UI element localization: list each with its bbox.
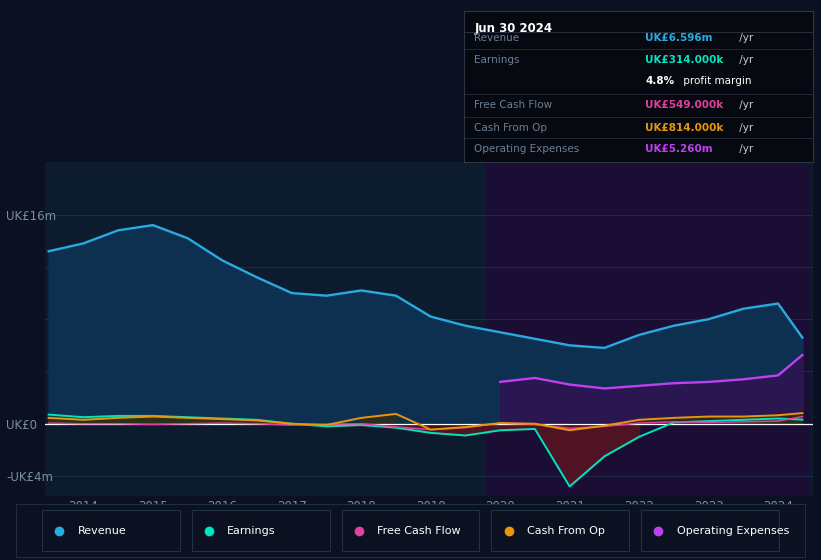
Text: profit margin: profit margin	[680, 76, 752, 86]
Text: Free Cash Flow: Free Cash Flow	[475, 100, 553, 110]
Text: /yr: /yr	[736, 34, 754, 44]
Text: 4.8%: 4.8%	[645, 76, 674, 86]
Text: UK£549.000k: UK£549.000k	[645, 100, 723, 110]
Text: /yr: /yr	[736, 144, 754, 154]
Text: Operating Expenses: Operating Expenses	[677, 526, 789, 535]
Text: Jun 30 2024: Jun 30 2024	[475, 22, 553, 35]
Text: UK£314.000k: UK£314.000k	[645, 54, 723, 64]
Text: Revenue: Revenue	[475, 34, 520, 44]
Text: /yr: /yr	[736, 100, 754, 110]
Text: Free Cash Flow: Free Cash Flow	[377, 526, 461, 535]
Text: Earnings: Earnings	[227, 526, 276, 535]
Text: Earnings: Earnings	[475, 54, 520, 64]
Text: /yr: /yr	[736, 54, 754, 64]
Text: Cash From Op: Cash From Op	[475, 123, 548, 133]
Text: Revenue: Revenue	[77, 526, 126, 535]
Bar	[486, 162, 810, 496]
Text: Cash From Op: Cash From Op	[527, 526, 604, 535]
Text: UK£814.000k: UK£814.000k	[645, 123, 723, 133]
Text: Operating Expenses: Operating Expenses	[475, 144, 580, 154]
Text: UK£6.596m: UK£6.596m	[645, 34, 713, 44]
Text: /yr: /yr	[736, 123, 754, 133]
Text: UK£5.260m: UK£5.260m	[645, 144, 713, 154]
